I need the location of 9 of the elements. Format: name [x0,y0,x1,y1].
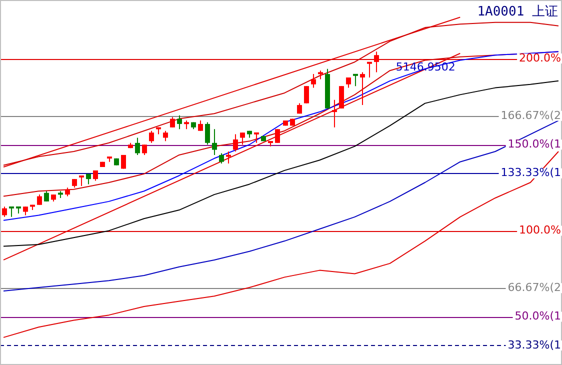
y-tick-label: 50.0%(1 [514,310,561,323]
y-tick-label: 66.67%(2 [508,280,561,294]
y-tick-label: 133.33%(1 [500,166,561,180]
y-tick-label: 200.0% [519,51,561,64]
y-tick-label: 150.0%(1 [508,137,561,150]
y-tick-label: 33.33%(1 [508,338,561,352]
y-tick-label: 100.0% [519,224,561,237]
chart-title: 1A0001 上证 [477,4,558,20]
y-tick-label: 166.67%(2 [500,108,561,122]
